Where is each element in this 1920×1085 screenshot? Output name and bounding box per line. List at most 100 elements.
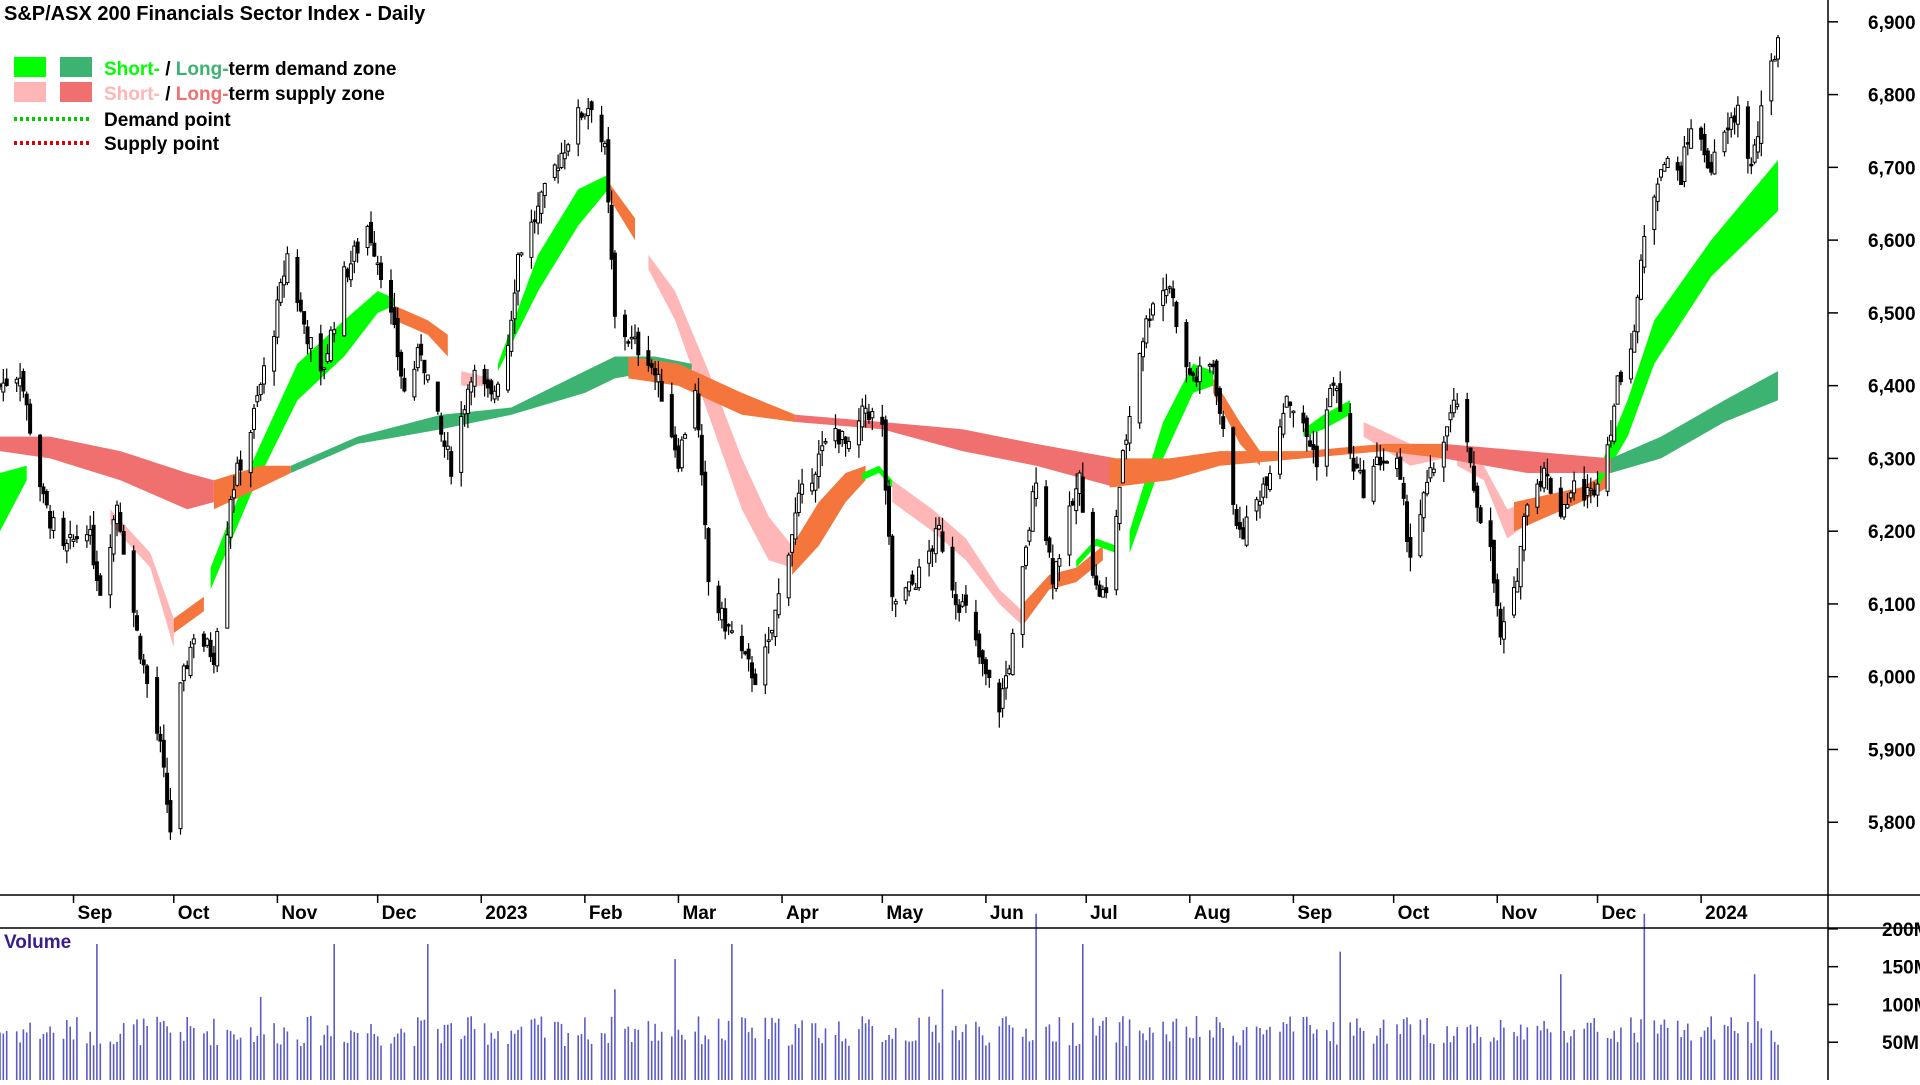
x-tick-label: Mar	[682, 903, 716, 924]
candle-body	[1745, 106, 1750, 159]
candle-body	[1595, 483, 1600, 496]
candle-body	[1214, 360, 1219, 397]
y-tick-label: 6,800	[1868, 86, 1916, 107]
candle-body	[880, 416, 885, 425]
volume-tick-label: 50M	[1882, 1033, 1919, 1054]
candle-body	[1047, 537, 1052, 553]
candle-body	[980, 650, 985, 664]
chart-title: S&P/ASX 200 Financials Sector Index - Da…	[4, 3, 426, 25]
candle-body	[776, 593, 781, 616]
candle-body	[1358, 470, 1363, 473]
candle-body	[435, 381, 440, 412]
candle-body	[1044, 486, 1049, 541]
candle-body	[348, 263, 353, 281]
candle-body	[800, 483, 805, 495]
candle-body	[960, 601, 965, 607]
candle-body	[395, 318, 400, 358]
candle-body	[1441, 441, 1446, 468]
candle-body	[1244, 516, 1249, 546]
candle-body	[1475, 485, 1480, 508]
candle-body	[1468, 447, 1473, 464]
zone-band	[795, 414, 1117, 488]
candle-body	[252, 407, 256, 430]
candle-body	[1020, 566, 1025, 636]
candle-body	[1722, 131, 1727, 153]
candle-body	[539, 191, 544, 214]
candle-body	[1000, 688, 1005, 709]
candle-body	[1749, 163, 1754, 167]
candle-body	[1635, 296, 1640, 333]
candle-body	[786, 554, 791, 599]
x-tick-label: Dec	[1602, 903, 1637, 924]
candle-body	[1401, 482, 1406, 499]
candle-body	[516, 254, 520, 292]
candle-body	[582, 113, 587, 117]
candle-body	[699, 434, 704, 476]
candle-body	[1054, 561, 1059, 590]
candle-body	[536, 205, 541, 224]
candle-body	[930, 548, 935, 552]
legend-label-part: Short-	[104, 84, 160, 105]
candle-body	[482, 368, 487, 385]
candle-body	[1187, 368, 1192, 375]
candle-body	[1735, 104, 1740, 125]
candle-body	[816, 453, 821, 478]
candle-body	[1398, 456, 1403, 480]
candle-body	[442, 440, 447, 447]
candle-body	[1421, 492, 1426, 519]
zone-band	[0, 436, 214, 510]
y-tick-label: 6,400	[1868, 377, 1916, 398]
candle-body	[606, 139, 611, 203]
zone-band	[1457, 458, 1528, 539]
candle-body	[1752, 144, 1757, 163]
candle-body	[342, 266, 347, 337]
candle-body	[1525, 504, 1530, 517]
candle-body	[1652, 196, 1657, 231]
candle-body	[38, 434, 43, 488]
candle-body	[1759, 105, 1764, 144]
candle-body	[1628, 348, 1633, 380]
candle-body	[1682, 146, 1687, 182]
candle-body	[308, 337, 313, 350]
candle-body	[472, 369, 477, 387]
candle-body	[729, 630, 734, 633]
zone-band	[0, 465, 27, 532]
y-tick-label: 5,900	[1868, 740, 1916, 761]
candle-body	[262, 365, 266, 385]
y-tick-label: 6,300	[1868, 449, 1916, 470]
candle-body	[562, 152, 567, 160]
legend-label-part: Long-	[176, 59, 229, 80]
candle-body	[322, 367, 327, 370]
candle-body	[1618, 371, 1623, 383]
candle-body	[1548, 478, 1553, 494]
candle-body	[860, 405, 865, 428]
candle-body	[228, 499, 233, 538]
candle-body	[646, 350, 651, 366]
zone-band	[1022, 545, 1103, 626]
candle-body	[1538, 481, 1543, 488]
x-tick-label: Jul	[1090, 903, 1117, 924]
candle-body	[1311, 444, 1316, 451]
candle-body	[1655, 183, 1660, 202]
candle-body	[1558, 487, 1563, 517]
candle-body	[1147, 318, 1152, 321]
candle-body	[496, 383, 500, 397]
candle-body	[1615, 375, 1620, 405]
candle-body	[1448, 412, 1453, 421]
x-tick-label: Sep	[78, 903, 113, 924]
candle-body	[552, 164, 557, 178]
candle-body	[653, 368, 658, 376]
candle-body	[1007, 668, 1012, 675]
candle-body	[135, 615, 139, 631]
candle-body	[626, 341, 631, 344]
zone-band	[1076, 538, 1117, 568]
zone-band	[290, 356, 692, 473]
candle-body	[1378, 456, 1383, 466]
candle-body	[659, 381, 664, 402]
candles-layer	[0, 35, 1780, 840]
candle-body	[1545, 473, 1550, 477]
candle-body	[1237, 521, 1242, 530]
candle-body	[1725, 127, 1730, 131]
candle-body	[422, 359, 427, 374]
